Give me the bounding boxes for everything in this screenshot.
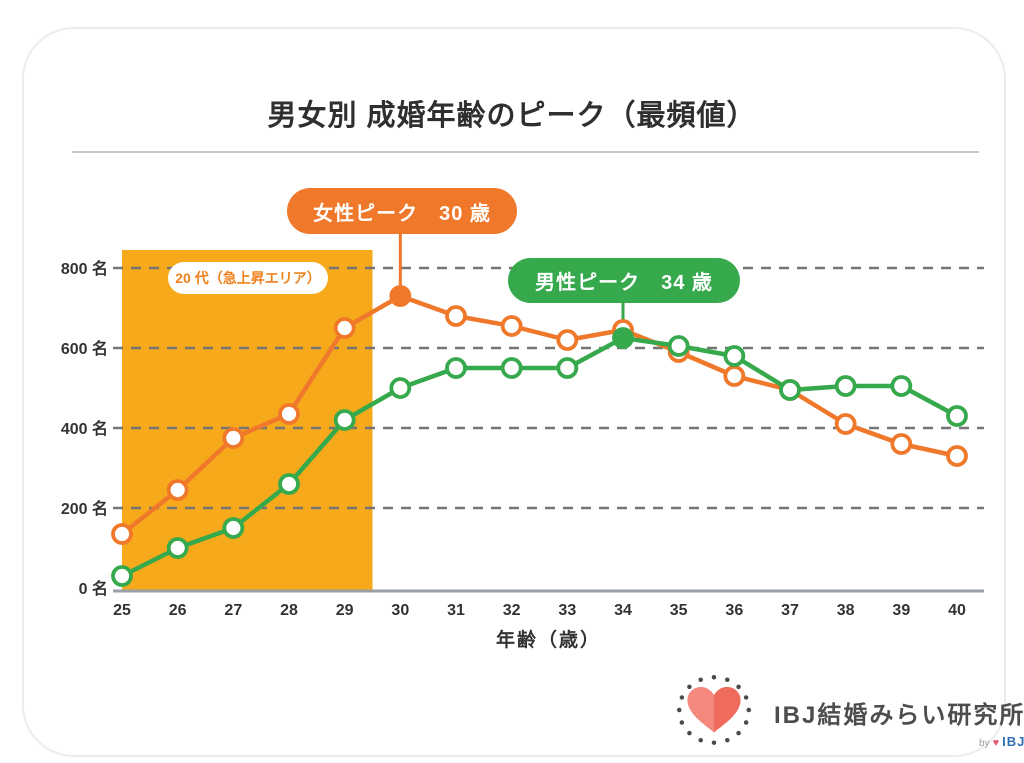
heart-dot — [679, 695, 685, 700]
data-point-1-40 — [946, 405, 968, 427]
heart-dot — [736, 730, 741, 736]
data-point-1-37 — [779, 379, 801, 401]
data-point-0-28 — [278, 403, 300, 425]
highlight-area — [122, 250, 373, 591]
data-point-0-39 — [890, 433, 913, 455]
y-tick-label: 800 名 — [61, 259, 108, 278]
data-point-1-27 — [222, 517, 245, 539]
heart-dot — [736, 684, 741, 690]
y-tick-label: 400 名 — [61, 419, 108, 438]
heart-dot — [743, 695, 749, 700]
data-point-1-39 — [890, 375, 913, 397]
x-tick-label: 33 — [558, 602, 576, 619]
data-point-1-35 — [667, 335, 690, 357]
x-axis-title: 年齢（歳） — [495, 630, 601, 651]
heart-dot — [725, 677, 730, 683]
heart-dot — [687, 730, 692, 736]
male-peak-badge: 男性ピーク 34 歳 — [508, 258, 740, 303]
x-tick-label: 36 — [725, 602, 743, 619]
heart-dot — [698, 737, 703, 743]
x-tick-label: 26 — [169, 602, 187, 619]
data-point-0-36 — [723, 365, 746, 387]
series-line-1 — [119, 335, 960, 579]
x-tick-label: 28 — [280, 602, 298, 619]
x-tick-label: 31 — [447, 602, 465, 619]
data-point-1-32 — [500, 357, 523, 379]
x-tick-label: 39 — [892, 602, 910, 619]
x-tick-label: 27 — [224, 602, 242, 619]
data-point-1-36 — [723, 345, 746, 367]
data-point-0-32 — [500, 315, 523, 337]
data-point-0-29 — [333, 317, 356, 339]
heart-dot — [676, 707, 682, 713]
page-title: 男女別 成婚年齢のピーク（最頻値） — [267, 100, 757, 132]
data-point-0-26 — [166, 479, 189, 501]
data-point-1-29 — [333, 409, 356, 431]
byline-heart-icon: ♥ — [992, 737, 1000, 749]
data-point-1-33 — [556, 357, 579, 379]
brand-name: IBJ結婚みらい研究所 — [774, 702, 1024, 729]
x-tick-label: 35 — [670, 602, 688, 619]
x-tick-label: 25 — [113, 602, 131, 619]
x-tick-label: 37 — [781, 602, 799, 619]
data-point-1-30 — [389, 377, 412, 399]
x-tick-label: 34 — [614, 602, 632, 619]
brand-byline: by ♥ IBJ — [979, 734, 1024, 749]
ibj-logo: IBJ結婚みらい研究所 by ♥ IBJ — [668, 668, 1024, 754]
heart-dot — [725, 737, 730, 743]
x-tick-label: 32 — [503, 602, 521, 619]
heart-dot — [711, 675, 717, 680]
data-point-1-38 — [834, 375, 857, 397]
female-peak-label: 女性ピーク 30 歳 — [313, 202, 491, 225]
data-point-1-26 — [166, 537, 189, 559]
heart-dot — [687, 684, 692, 690]
data-point-1-28 — [278, 473, 300, 495]
series-line-0 — [119, 293, 960, 537]
data-point-0-30 — [389, 285, 412, 307]
byline-by-text: by — [979, 738, 990, 749]
x-tick-label: 38 — [837, 602, 855, 619]
data-point-1-31 — [445, 357, 467, 379]
title-divider — [72, 151, 979, 153]
heart-dot — [746, 707, 752, 713]
y-tick-label: 200 名 — [61, 499, 108, 518]
y-tick-label: 0 名 — [79, 579, 108, 598]
y-tick-label: 600 名 — [61, 339, 108, 358]
data-point-1-25 — [111, 565, 133, 587]
x-tick-label: 40 — [948, 602, 966, 619]
data-point-0-33 — [556, 329, 579, 351]
data-point-1-34 — [612, 327, 634, 349]
heart-dot — [711, 740, 717, 745]
x-tick-label: 29 — [336, 602, 354, 619]
heart-dot — [679, 720, 685, 725]
highlight-area-label: 20 代（急上昇エリア） — [168, 262, 328, 294]
data-point-0-31 — [445, 305, 467, 327]
female-peak-badge: 女性ピーク 30 歳 — [287, 188, 517, 234]
data-point-0-40 — [946, 445, 968, 467]
male-peak-label: 男性ピーク 34 歳 — [535, 272, 713, 294]
heart-dot — [698, 677, 703, 683]
data-point-0-38 — [834, 413, 857, 435]
x-tick-label: 30 — [391, 602, 409, 619]
byline-ibj-text: IBJ — [1002, 734, 1024, 749]
data-point-0-25 — [111, 523, 133, 545]
data-point-0-27 — [222, 427, 245, 449]
heart-icon — [676, 675, 752, 745]
heart-dot — [743, 720, 749, 725]
